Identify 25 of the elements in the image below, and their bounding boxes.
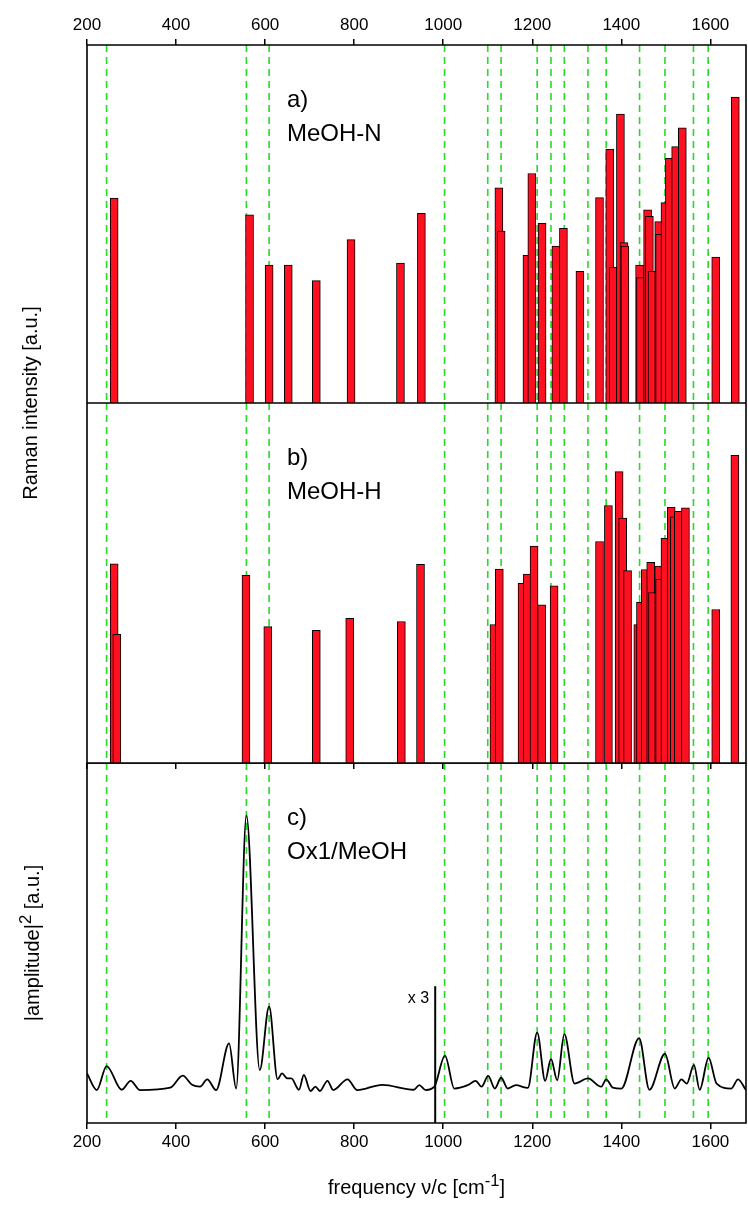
x-tick-label: 1000 [424, 1131, 463, 1151]
ref-line-label: x 3 [407, 988, 430, 1006]
x-tick-label: 600 [250, 15, 280, 35]
x-tick-label: 1000 [424, 15, 463, 35]
x-tick-label: 200 [72, 1131, 102, 1151]
x-tick-label: 1200 [513, 1131, 552, 1151]
x-tick-label: 400 [161, 15, 191, 35]
annotation: MeOH-H [287, 477, 382, 504]
x-tick-label: 200 [72, 15, 102, 35]
x-tick-label: 1600 [691, 15, 730, 35]
x-tick-label: 800 [339, 1131, 369, 1151]
annotation: a) [287, 85, 309, 112]
x-tick-label: 1400 [602, 15, 641, 35]
x-tick-label: 1400 [602, 1131, 641, 1151]
x-tick-label: 800 [339, 15, 369, 35]
x-tick-label: 600 [250, 1131, 280, 1151]
annotation: MeOH-N [287, 119, 382, 146]
y-axis-title: Raman intensity [a.u.] [18, 306, 42, 500]
x-axis-title: frequency ν/c [cm$^{-1}$] [326, 1171, 507, 1199]
annotation: Ox1/MeOH [287, 837, 408, 864]
x-tick-label: 400 [161, 1131, 191, 1151]
x-tick-label: 1600 [691, 1131, 730, 1151]
x-tick-label: 1200 [513, 15, 552, 35]
annotation: b) [287, 443, 309, 470]
annotation: c) [287, 803, 307, 830]
